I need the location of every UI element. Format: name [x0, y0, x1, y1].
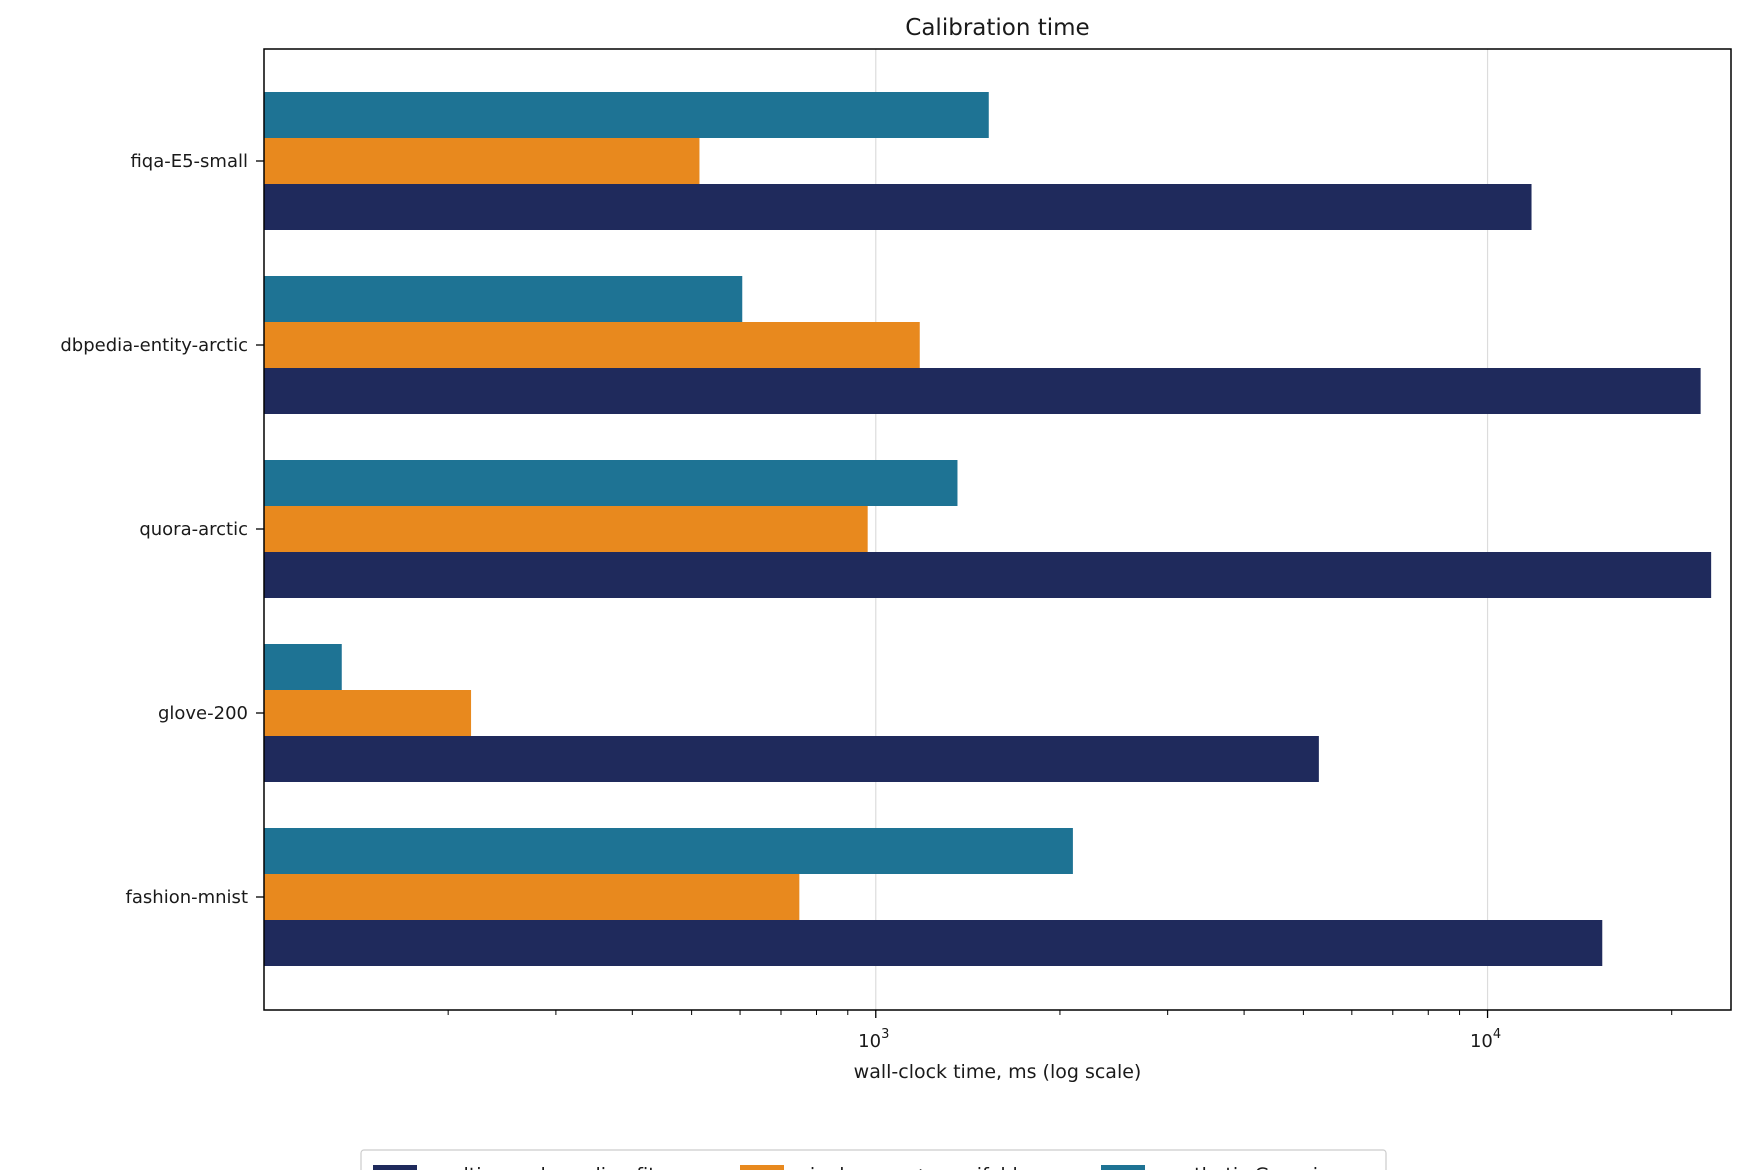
- bar: [264, 368, 1701, 414]
- bar: [264, 138, 700, 184]
- legend-swatch: [740, 1165, 784, 1174]
- bar: [264, 184, 1532, 230]
- category-group: [264, 460, 1712, 598]
- bar: [264, 690, 472, 736]
- bar: [264, 874, 800, 920]
- bar: [264, 276, 743, 322]
- legend-label: multi-sample scaling fit: [433, 1164, 656, 1170]
- chart-title: Calibration time: [905, 15, 1089, 41]
- category-group: [264, 828, 1603, 966]
- category-group: [264, 92, 1532, 230]
- axes: 103 104 fiqa-E5-small dbpedia-entity-arctic…: [60, 151, 1673, 1052]
- y-tick-label: glove-200: [158, 703, 248, 724]
- bar: [264, 920, 1603, 966]
- legend-swatch: [373, 1165, 417, 1174]
- bar: [264, 460, 958, 506]
- bar: [264, 736, 1319, 782]
- bar: [264, 552, 1712, 598]
- legend: multi-sample scaling fit single-pass + ma…: [360, 1149, 1387, 1174]
- x-tick-label: 103: [858, 1027, 889, 1052]
- legend-label: single-pass + manifold: [800, 1164, 1018, 1170]
- category-group: [264, 276, 1701, 414]
- y-tick-label: fashion-mnist: [126, 887, 248, 908]
- y-tick-label: dbpedia-entity-arctic: [60, 335, 248, 356]
- bars: [264, 92, 1712, 966]
- category-group: [264, 644, 1319, 782]
- bar: [264, 322, 920, 368]
- bar: [264, 506, 868, 552]
- legend-label: synthetic Gaussian: [1161, 1164, 1342, 1170]
- bar: [264, 828, 1073, 874]
- legend-swatch: [1101, 1165, 1145, 1174]
- bar: [264, 644, 342, 690]
- y-tick-label: fiqa-E5-small: [130, 151, 248, 172]
- bar: [264, 92, 989, 138]
- x-axis-label: wall-clock time, ms (log scale): [854, 1061, 1142, 1083]
- x-tick-label: 104: [1470, 1027, 1501, 1052]
- y-tick-label: quora-arctic: [139, 519, 248, 540]
